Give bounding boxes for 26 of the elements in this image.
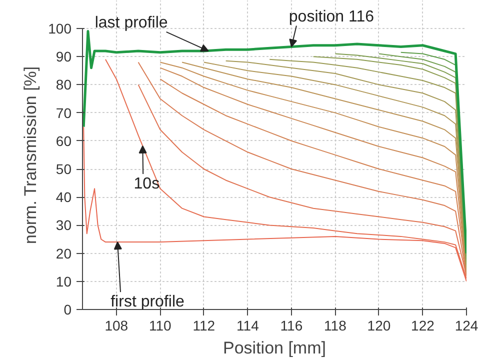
y-tick-label: 20 (56, 245, 72, 262)
x-tick-label: 124 (454, 318, 478, 334)
y-tick-label: 100 (48, 20, 72, 36)
x-tick-label: 120 (367, 318, 391, 334)
annotation: last profile (94, 14, 168, 32)
y-tick-label: 70 (56, 104, 72, 121)
x-tick-label: 122 (411, 318, 435, 334)
x-tick-label: 116 (280, 318, 303, 334)
y-tick-label: 50 (56, 161, 72, 177)
x-axis-title: Position [mm] (223, 338, 326, 358)
x-tick-label: 114 (236, 318, 260, 334)
y-tick-label: 60 (56, 132, 72, 149)
annotation: position 116 (288, 8, 374, 26)
y-tick-label: 40 (56, 189, 72, 206)
x-tick-label: 108 (104, 318, 128, 334)
y-tick-label: 30 (56, 217, 72, 234)
annotation: first profile (110, 294, 185, 311)
x-tick-label: 112 (192, 318, 216, 334)
y-tick-label: 0 (64, 302, 72, 318)
x-tick-label: 118 (324, 318, 347, 334)
x-tick-label: 110 (149, 318, 172, 334)
y-tick-label: 90 (56, 48, 72, 65)
y-tick-label: 80 (56, 76, 72, 93)
annotation: 10s (134, 175, 160, 192)
y-axis-title: norm. Transmission [%] (21, 66, 40, 244)
y-tick-label: 10 (56, 273, 72, 290)
